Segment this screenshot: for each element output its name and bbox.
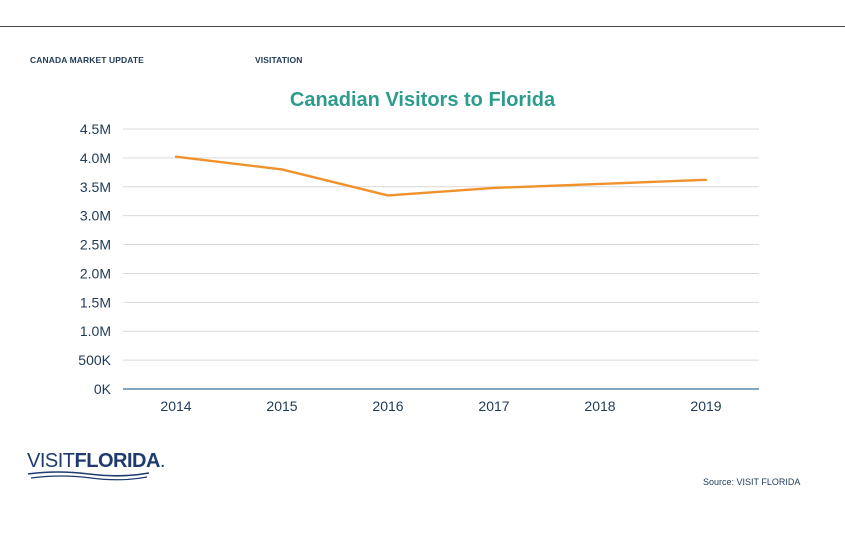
data-point: [704, 178, 708, 182]
data-point: [492, 186, 496, 190]
x-tick-label: 2014: [160, 398, 191, 414]
visit-florida-logo: VISITFLORIDA.: [27, 450, 165, 484]
series-group: [174, 155, 708, 197]
data-point: [386, 194, 390, 197]
x-tick-label: 2018: [584, 398, 615, 414]
logo-text-light: VISIT: [27, 450, 75, 472]
gridlines: [123, 128, 759, 390]
x-tick-label: 2016: [372, 398, 403, 414]
y-tick-label: 3.0M: [80, 208, 111, 224]
y-axis-ticks: 0K 500K 1.0M 1.5M 2.0M 2.5M 3.0M 3.5M 4.0M 4.5M: [78, 121, 111, 397]
series-line: [175, 155, 707, 197]
data-point: [174, 155, 178, 158]
top-divider: [0, 26, 845, 27]
source-note: Source: VISIT FLORIDA: [703, 477, 801, 487]
y-tick-label: 0K: [94, 381, 112, 397]
x-axis-ticks: 2014 2015 2016 2017 2018 2019: [160, 398, 721, 414]
y-tick-label: 2.0M: [80, 265, 111, 281]
y-tick-label: 500K: [78, 352, 111, 368]
x-tick-label: 2017: [478, 398, 509, 414]
chart-title: Canadian Visitors to Florida: [289, 89, 556, 111]
data-point: [280, 168, 284, 171]
y-tick-label: 2.5M: [80, 237, 111, 253]
y-tick-label: 4.0M: [80, 150, 111, 166]
section-label: CANADA MARKET UPDATE: [30, 55, 144, 65]
data-point: [598, 182, 602, 186]
y-tick-label: 1.5M: [80, 294, 111, 310]
x-tick-label: 2019: [690, 398, 721, 414]
y-tick-label: 1.0M: [80, 323, 111, 339]
logo-text-bold: FLORIDA: [74, 450, 161, 472]
topic-label: VISITATION: [255, 55, 303, 65]
y-tick-label: 4.5M: [80, 121, 111, 137]
logo-mark: .: [159, 450, 166, 472]
y-tick-label: 3.5M: [80, 179, 111, 195]
wave-icon: [27, 471, 150, 481]
x-tick-label: 2015: [266, 398, 297, 414]
